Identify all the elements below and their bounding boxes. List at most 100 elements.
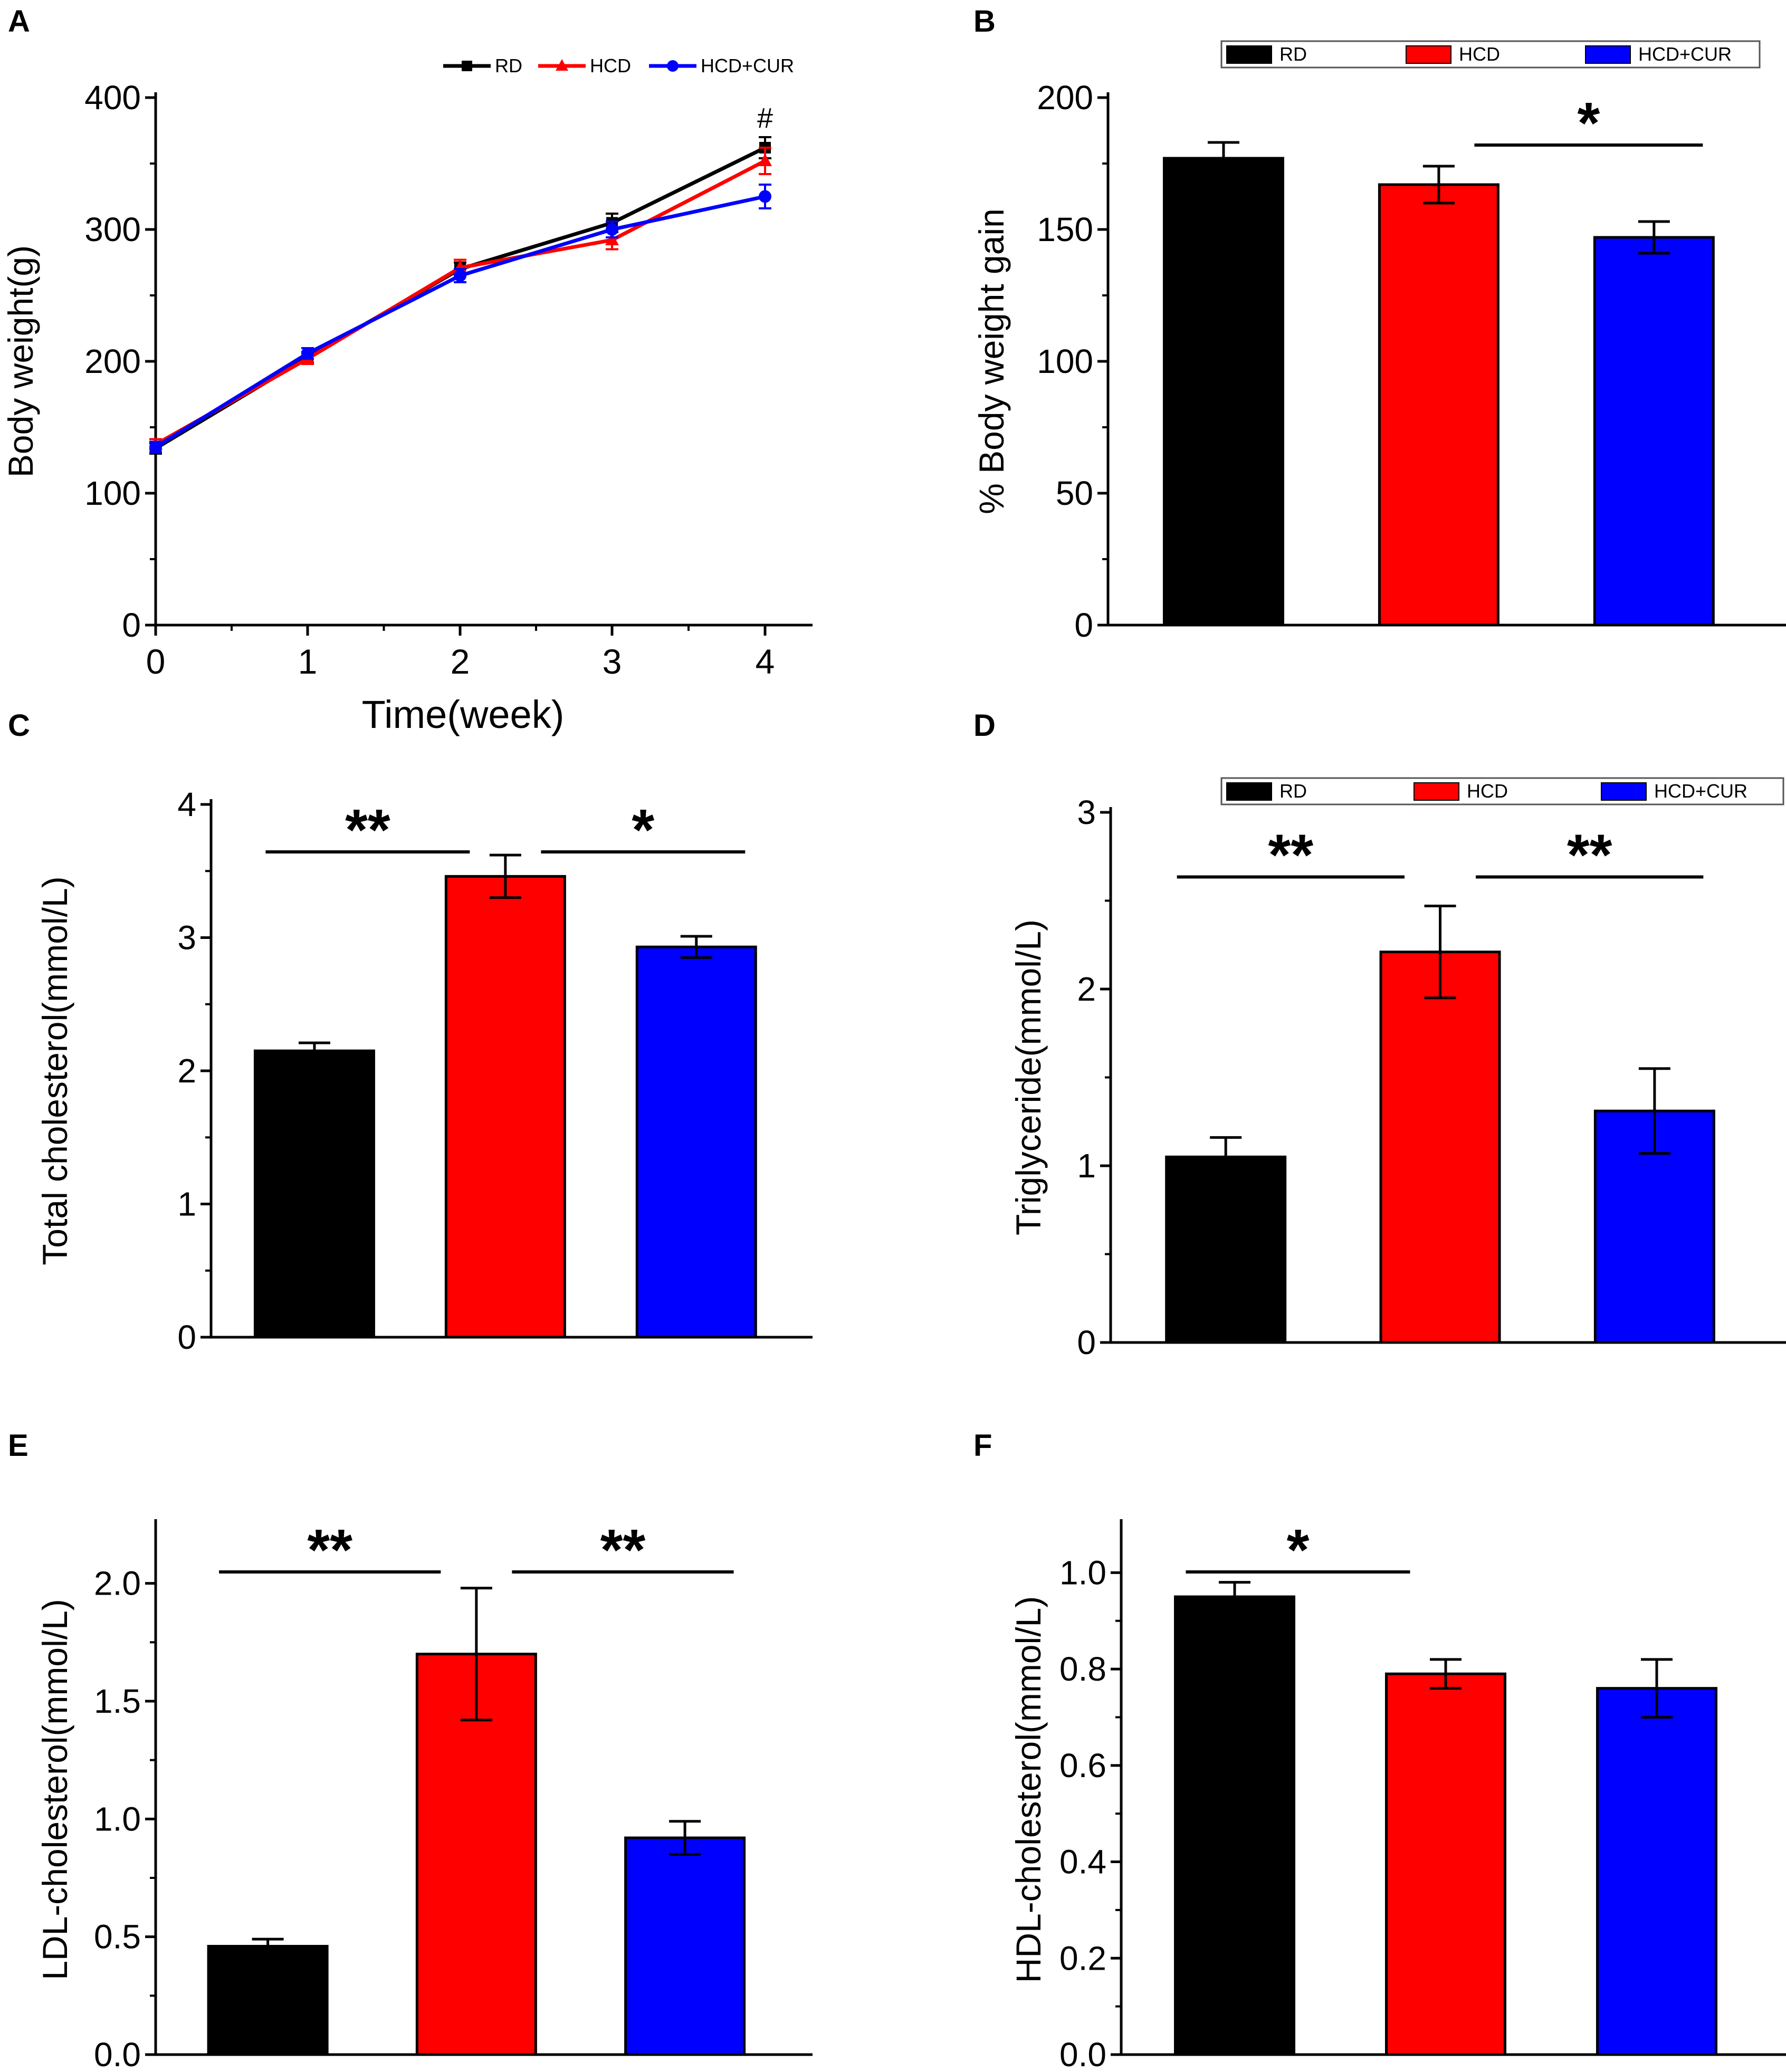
- legend-label: HCD: [590, 55, 631, 76]
- point-marker-circle: [454, 269, 466, 282]
- point-marker-circle: [301, 347, 314, 360]
- legend-swatch: [1226, 782, 1272, 801]
- bars-F: *: [1174, 1518, 1717, 2056]
- bars-C: ** *: [253, 798, 757, 1339]
- y-tick-label: 4: [177, 785, 196, 823]
- axes-B: B 0 50 100 150 200 % Body weight gain: [972, 4, 1786, 644]
- y-tick-label: 1: [177, 1185, 196, 1223]
- bars-B: *: [1162, 91, 1715, 627]
- y-tick-label: 3: [1077, 793, 1096, 831]
- significance-marker: **: [345, 798, 390, 862]
- bar-HCD+CUR: [635, 945, 757, 1339]
- significance-marker: **: [1567, 823, 1612, 888]
- bar-RD: [1174, 1595, 1295, 2056]
- point-marker-circle: [606, 223, 618, 236]
- bars-E: ** **: [207, 1518, 746, 2056]
- y-tick-label: 0: [122, 606, 141, 644]
- bar-HCD: [1378, 183, 1500, 627]
- legend-label: HCD+CUR: [701, 55, 794, 76]
- series-line-HCD: [155, 159, 766, 446]
- legend-label: HCD+CUR: [1638, 43, 1732, 65]
- y-tick-label: 0.8: [1059, 1650, 1106, 1688]
- y-tick-label: 0.5: [94, 1918, 141, 1956]
- bar-RD: [1162, 157, 1284, 627]
- axes-A: A 0 100 200 300 400 Body weight(g): [1, 4, 813, 644]
- legend-swatch: [1406, 45, 1451, 64]
- legend-label: HCD: [1459, 43, 1500, 65]
- bar-RD: [207, 1945, 329, 2056]
- point-marker-triangle: [758, 154, 772, 166]
- y-tick-label: 0.6: [1059, 1747, 1106, 1785]
- x-tick-label: 2: [451, 642, 470, 681]
- series-line-RD: [155, 146, 766, 450]
- y-tick-label: 0.0: [1059, 2036, 1106, 2072]
- legend-label: RD: [495, 55, 522, 76]
- significance-marker: *: [1577, 91, 1600, 156]
- y-axis-title: LDL-cholesterol(mmol/L): [35, 1599, 74, 1980]
- y-axis-title: HDL-cholesterol(mmol/L): [1009, 1596, 1048, 1983]
- significance-marker: **: [1268, 823, 1314, 888]
- x-tick-label: 4: [756, 642, 775, 681]
- bars-D: ** **: [1165, 823, 1715, 1344]
- panel-label: A: [8, 4, 30, 39]
- panel-label: D: [973, 708, 996, 743]
- y-axis-title: Triglyceride(mmol/L): [1009, 919, 1048, 1235]
- legend-marker: [462, 61, 472, 71]
- y-axis-title: Body weight(g): [1, 245, 40, 477]
- bar-RD: [253, 1049, 375, 1339]
- y-tick-label: 1: [1077, 1147, 1096, 1185]
- y-tick-label: 1.0: [94, 1800, 141, 1838]
- bar-HCD+CUR: [1596, 1687, 1717, 2056]
- y-tick-label: 1.0: [1059, 1553, 1106, 1591]
- bar-HCD+CUR: [1593, 236, 1715, 627]
- legend-marker: [556, 59, 568, 71]
- legend-label: HCD+CUR: [1654, 780, 1747, 802]
- x-tick-label: 0: [146, 642, 166, 681]
- legend-marker: [667, 60, 679, 72]
- y-tick-label: 0: [1077, 1323, 1096, 1361]
- x-tick-label: 1: [298, 642, 318, 681]
- panel-label: B: [973, 4, 996, 39]
- bar-HCD: [1385, 1672, 1506, 2056]
- y-tick-label: 0: [1074, 606, 1093, 644]
- bar-RD: [1165, 1155, 1287, 1344]
- lines-A: 0 1 2 3 4 Time(week) #: [146, 102, 775, 736]
- significance-marker: **: [600, 1518, 646, 1582]
- y-tick-label: 400: [84, 79, 141, 117]
- legend-swatch: [1413, 782, 1459, 801]
- point-marker-triangle: [605, 233, 619, 245]
- legend-swatch: [1585, 45, 1631, 64]
- significance-marker: *: [1287, 1518, 1310, 1582]
- legend-frame: [1220, 777, 1784, 805]
- y-tick-label: 200: [84, 342, 141, 380]
- panel-label: F: [973, 1428, 992, 1463]
- y-tick-label: 300: [84, 210, 141, 248]
- legend-label: RD: [1279, 780, 1307, 802]
- bar-HCD: [444, 875, 566, 1339]
- y-tick-label: 150: [1037, 210, 1093, 248]
- y-tick-label: 50: [1056, 474, 1093, 512]
- x-axis-title: Time(week): [362, 693, 565, 736]
- y-tick-label: 2: [177, 1052, 196, 1090]
- y-tick-label: 2: [1077, 970, 1096, 1008]
- bar-HCD+CUR: [624, 1836, 746, 2056]
- point-marker-circle: [759, 190, 771, 203]
- y-tick-label: 2.0: [94, 1565, 141, 1603]
- y-tick-label: 0: [177, 1318, 196, 1356]
- legend-swatch: [1226, 45, 1272, 64]
- y-axis-title: Total cholesterol(mmol/L): [35, 876, 74, 1265]
- y-tick-label: 3: [177, 919, 196, 957]
- panel-label: C: [8, 708, 30, 743]
- y-tick-label: 100: [1037, 342, 1093, 380]
- significance-marker: *: [632, 798, 654, 862]
- y-tick-label: 100: [84, 474, 141, 512]
- legend-label: RD: [1279, 43, 1307, 65]
- series-line-HCD+CUR: [155, 195, 766, 449]
- legend-D: RD HCD HCD+CUR: [1220, 777, 1784, 805]
- legend-B: RD HCD HCD+CUR: [1220, 40, 1761, 69]
- y-tick-label: 200: [1037, 79, 1093, 117]
- legend-swatch: [1601, 782, 1647, 801]
- y-axis-title: % Body weight gain: [972, 208, 1011, 514]
- bar-HCD: [1379, 951, 1501, 1344]
- x-tick-label: 3: [603, 642, 622, 681]
